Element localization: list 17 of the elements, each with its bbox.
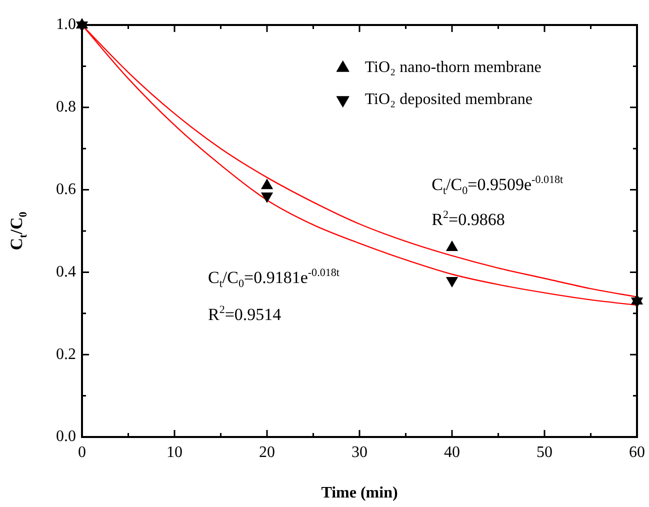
x-tick-label: 30: [352, 444, 368, 462]
legend-label: TiO₂ nano-thorn membrane: [364, 59, 542, 76]
x-axis-title: Time (min): [321, 484, 398, 502]
y-axis-title: Ct/C0: [7, 211, 30, 250]
x-tick-label: 20: [259, 444, 275, 462]
y-tick-label: 0.8: [56, 98, 76, 116]
x-tick-label: 40: [444, 444, 460, 462]
legend-label: TiO₂ deposited membrane: [364, 91, 532, 108]
y-tick-label: 1.0: [56, 16, 76, 34]
y-tick-label: 0.4: [56, 263, 76, 280]
y-tick-label: 0.2: [56, 346, 76, 363]
x-tick-label: 10: [166, 444, 182, 462]
x-tick-label: 0: [78, 444, 86, 462]
y-tick-label: 0.6: [56, 181, 76, 198]
x-tick-label: 60: [629, 444, 645, 462]
y-tick-label: 0.0: [56, 428, 76, 446]
x-tick-label: 50: [536, 444, 552, 462]
